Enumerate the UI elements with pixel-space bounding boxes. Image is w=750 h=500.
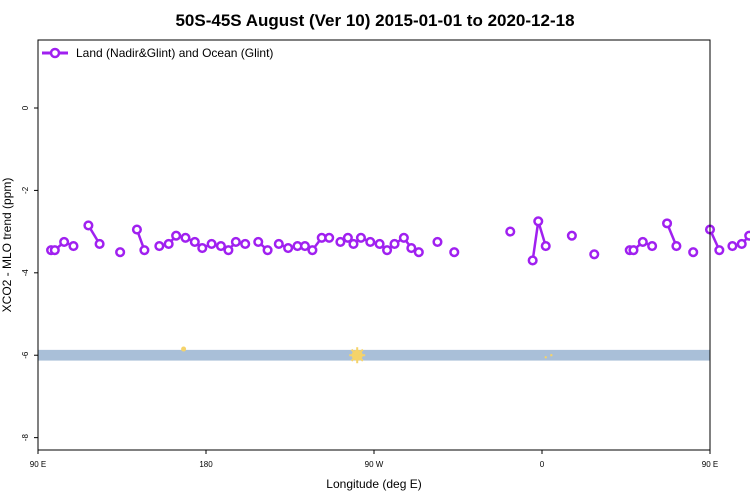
y-axis-label: XCO2 - MLO trend (ppm) (0, 178, 14, 313)
data-point (335, 236, 346, 247)
data-point (215, 240, 226, 252)
data-point (628, 245, 639, 256)
y-tick-label: -8 (21, 434, 30, 442)
y-tick-label: 0 (21, 105, 30, 110)
data-point (736, 238, 747, 250)
data-point (59, 236, 70, 247)
data-point (382, 245, 393, 256)
data-point (240, 238, 251, 250)
data-point (262, 245, 273, 256)
data-point (533, 216, 544, 227)
data-point (365, 236, 376, 247)
data-point (94, 238, 105, 250)
data-point (671, 240, 682, 252)
data-point (342, 232, 353, 243)
x-axis-label: Longitude (deg E) (326, 477, 421, 491)
data-point (273, 238, 284, 250)
data-point (115, 247, 126, 258)
data-point (154, 240, 165, 252)
data-point (406, 243, 417, 254)
series-line (531, 220, 547, 261)
band-marker (349, 347, 366, 364)
x-tick-label: 90 E (702, 460, 718, 469)
data-point (727, 240, 738, 252)
data-point (324, 232, 335, 243)
data-point (197, 243, 208, 254)
y-tick-label: -4 (21, 269, 30, 277)
series-layer (46, 216, 750, 266)
legend-label: Land (Nadir&Glint) and Ocean (Glint) (76, 46, 273, 60)
y-tick-label: -2 (21, 186, 30, 194)
data-point (139, 245, 150, 256)
band-layer (38, 349, 710, 361)
x-tick-label: 180 (199, 460, 213, 469)
data-point (283, 243, 294, 254)
band-marker (181, 346, 187, 352)
data-point (180, 232, 191, 243)
data-point (223, 245, 234, 256)
y-axis: 0 -2 -4 -6 -8 (21, 105, 38, 441)
data-point (432, 236, 443, 247)
data-point (637, 236, 648, 247)
x-tick-label: 90 E (30, 460, 46, 469)
data-point (413, 247, 424, 258)
data-point (307, 245, 318, 256)
data-point (714, 245, 725, 256)
data-point (527, 255, 538, 266)
data-point (589, 249, 600, 260)
data-point (355, 232, 366, 243)
data-point (744, 230, 750, 241)
data-point (171, 230, 182, 241)
data-point (449, 247, 460, 258)
legend-marker (49, 47, 61, 59)
band-markers (181, 346, 553, 364)
data-point (230, 236, 241, 247)
band-marker (550, 354, 553, 357)
data-point (68, 240, 79, 252)
x-tick-label: 0 (540, 460, 545, 469)
data-point (540, 240, 551, 252)
data-point (662, 218, 673, 229)
ocean-band (38, 349, 710, 361)
data-point (505, 226, 516, 237)
data-point (389, 238, 400, 250)
data-point (189, 236, 200, 247)
data-point (398, 232, 409, 243)
data-point (647, 240, 658, 252)
data-point (299, 240, 310, 252)
chart-title: 50S-45S August (Ver 10) 2015-01-01 to 20… (175, 11, 574, 30)
data-point (566, 230, 577, 241)
data-point (131, 224, 142, 235)
legend: Land (Nadir&Glint) and Ocean (Glint) (42, 46, 273, 60)
data-point (163, 238, 174, 250)
data-point (49, 245, 60, 256)
data-point (374, 238, 385, 250)
y-tick-label: -6 (21, 351, 30, 359)
data-point (348, 238, 359, 250)
band-marker (544, 356, 547, 359)
data-point (83, 220, 94, 231)
data-point (253, 236, 264, 247)
data-point (688, 247, 699, 258)
x-axis: 90 E 180 90 W 0 90 E (30, 450, 718, 469)
x-tick-label: 90 W (365, 460, 384, 469)
data-point (206, 238, 217, 250)
